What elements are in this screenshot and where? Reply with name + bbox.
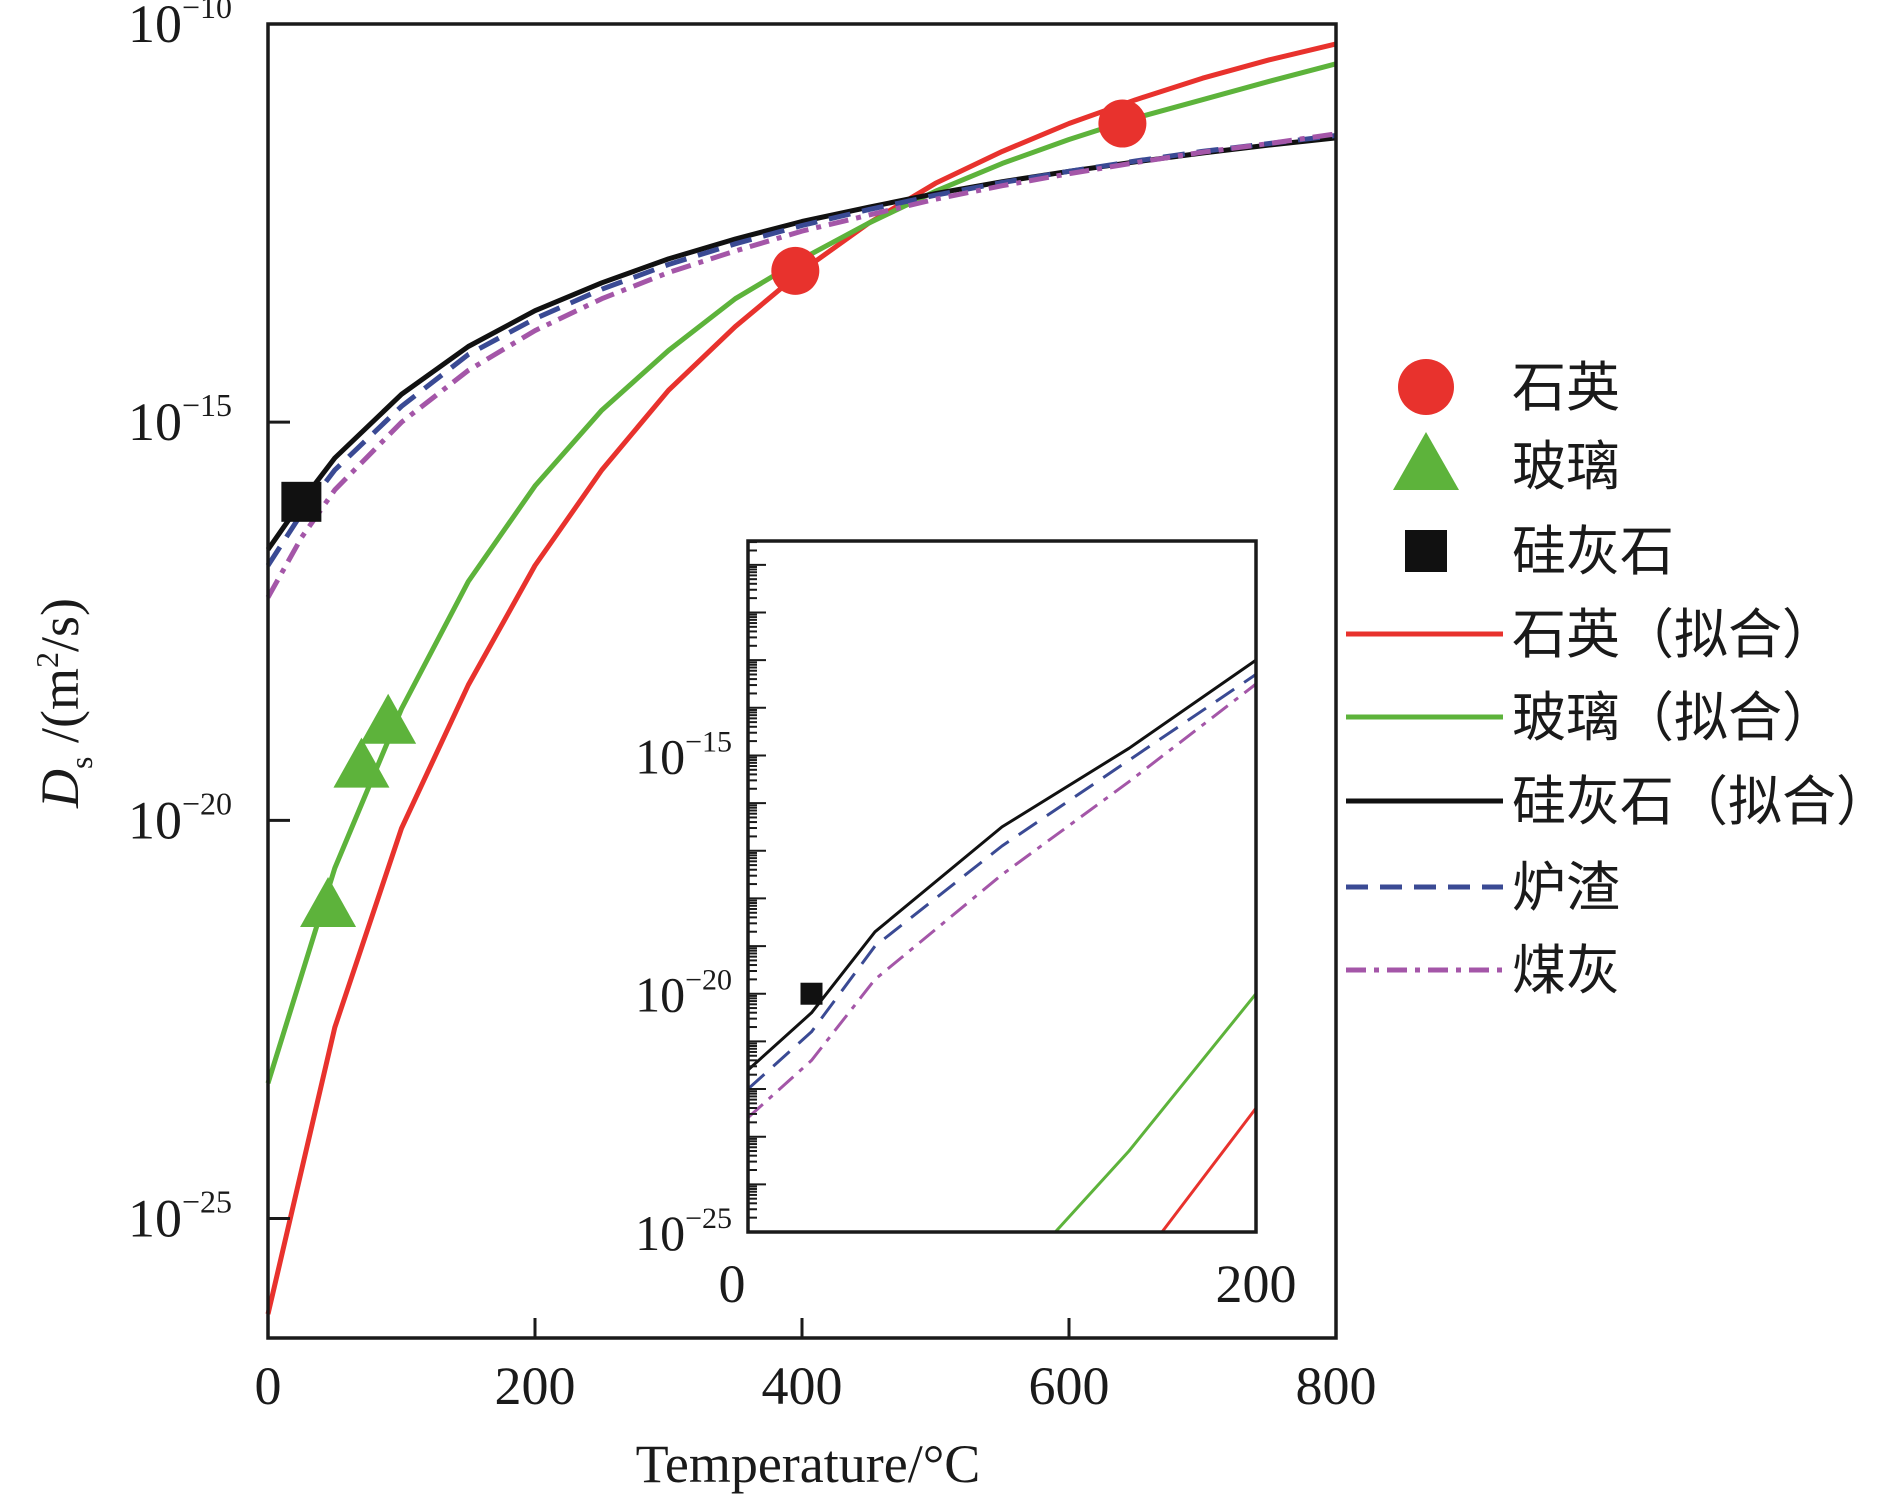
inset-series-line-0	[746, 658, 1257, 1072]
y-tick-label-3: 10−10	[128, 0, 232, 54]
legend-label: 硅灰石（拟合）	[1512, 770, 1890, 833]
main-marker-triangle-1-1	[333, 737, 390, 788]
y-axis-subscript: s	[63, 757, 99, 769]
main-series-line-2	[265, 135, 1337, 552]
legend-item-5: 硅灰石（拟合）	[1346, 770, 1890, 833]
legend-item-0: 石英	[1398, 356, 1620, 419]
legend-item-2: 硅灰石	[1405, 520, 1674, 583]
y-axis-symbol: D	[30, 769, 90, 809]
inset-markers-group	[800, 982, 823, 1005]
legend-item-3: 石英（拟合）	[1346, 603, 1836, 666]
legend-item-7: 煤灰	[1346, 939, 1620, 1002]
main-marker-triangle-1-0	[300, 876, 357, 927]
legend-triangle-marker	[1393, 432, 1459, 490]
inset-series-group	[746, 658, 1258, 1234]
x-axis-title: Temperature/°C	[636, 1434, 981, 1494]
y-tick-label-0: 10−25	[128, 1184, 232, 1249]
legend-label: 玻璃	[1512, 435, 1620, 498]
main-axis-ticks	[266, 22, 1338, 1338]
inset-plot-frame	[746, 539, 1258, 1234]
legend-label: 石英（拟合）	[1512, 603, 1836, 666]
main-tick-labels: 0 200 400 600 800 10−25 10−20 10−15 10−10	[128, 0, 1377, 1416]
inset-background	[748, 541, 1256, 1232]
main-markers-group	[281, 99, 1147, 927]
legend-item-4: 玻璃（拟合）	[1346, 686, 1836, 749]
y-axis-unit-sup: 2	[29, 652, 65, 668]
main-series-line-4	[265, 131, 1337, 599]
inset-series-line-2	[746, 682, 1257, 1119]
y-tick-label-1: 10−20	[128, 785, 232, 850]
inset-marker-square-0-0	[800, 982, 823, 1005]
y-axis-title: Ds /(m2/s)	[29, 598, 99, 809]
y-axis-unit-prefix: /(m	[30, 668, 90, 757]
y-axis-unit-suffix: /s)	[30, 598, 90, 652]
legend-square-marker	[1405, 530, 1447, 572]
legend-label: 炉渣	[1512, 856, 1620, 919]
legend-item-6: 炉渣	[1346, 856, 1620, 919]
x-tick-label-1: 200	[495, 1356, 576, 1416]
inset-tick-labels: 10−25 10−20 10−15 0 200	[635, 725, 1296, 1314]
main-marker-circle-0-0	[771, 246, 820, 295]
legend-item-1: 玻璃	[1393, 432, 1620, 498]
inset-plot: 10−25 10−20 10−15 0 200	[635, 539, 1297, 1314]
main-plot: 0 200 400 600 800 10−25 10−20 10−15 10−10	[128, 0, 1377, 1416]
inset-series-line-1	[746, 673, 1257, 1091]
inset-series-line-3	[1054, 992, 1258, 1234]
inset-y-tick-label-1: 10−20	[635, 964, 732, 1023]
legend-label: 硅灰石	[1512, 520, 1674, 583]
inset-y-tick-label-0: 10−25	[635, 1202, 732, 1261]
legend-label: 玻璃（拟合）	[1512, 686, 1836, 749]
legend-label: 石英	[1512, 356, 1620, 419]
main-marker-triangle-1-2	[360, 693, 417, 744]
inset-axis-ticks	[748, 541, 766, 1233]
main-marker-square-2-0	[281, 481, 322, 522]
x-tick-label-2: 400	[762, 1356, 843, 1416]
inset-y-tick-label-2: 10−15	[635, 725, 732, 784]
main-marker-circle-0-1	[1098, 99, 1147, 148]
main-series-line-3	[265, 133, 1337, 567]
x-tick-label-4: 800	[1296, 1356, 1377, 1416]
y-tick-label-2: 10−15	[128, 387, 232, 452]
inset-x-tick-label-1: 200	[1216, 1254, 1297, 1314]
inset-x-tick-label-0: 0	[719, 1254, 746, 1314]
inset-series-line-4	[1160, 1107, 1258, 1233]
legend-label: 煤灰	[1512, 939, 1620, 1002]
x-tick-label-3: 600	[1029, 1356, 1110, 1416]
x-tick-label-0: 0	[255, 1356, 282, 1416]
legend-circle-marker	[1398, 359, 1454, 415]
